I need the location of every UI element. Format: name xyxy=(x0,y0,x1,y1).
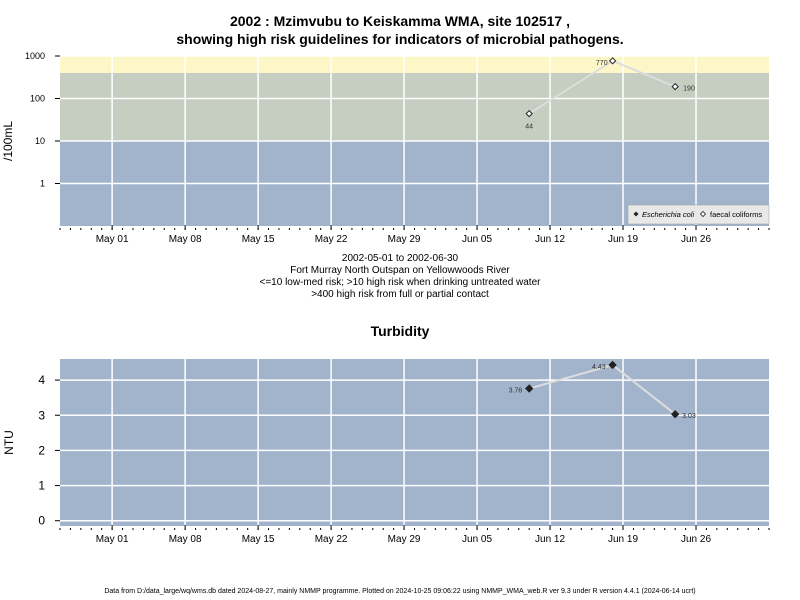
turbidity-x-tick-label: May 01 xyxy=(96,534,129,545)
turbidity-plot-background xyxy=(60,359,769,526)
turbidity-data-point xyxy=(524,384,534,393)
turbidity-title: Turbidity xyxy=(370,323,430,339)
turbidity-data-point xyxy=(608,360,617,370)
legend-marker-ecoli xyxy=(633,211,639,217)
microbial-data-label: 44 xyxy=(525,124,533,131)
turbidity-y-tick-label: 1 xyxy=(38,479,45,493)
footer-note: Data from D:/data_large/wq/wms.db dated … xyxy=(104,588,696,595)
microbial-x-tick-label: May 15 xyxy=(242,234,275,245)
microbial-data-label: 770 xyxy=(596,60,608,67)
turbidity-x-tick-label: Jun 12 xyxy=(535,534,565,545)
microbial-risk-band xyxy=(60,72,769,141)
turbidity-y-tick-label: 2 xyxy=(38,443,45,457)
microbial-data-point xyxy=(608,57,617,65)
microbial-x-tick-label: May 22 xyxy=(315,234,348,245)
turbidity-x-tick-label: Jun 26 xyxy=(681,534,711,545)
caption-guideline-contact: >400 high risk from full or partial cont… xyxy=(311,289,489,300)
chart-caption: 2002-05-01 to 2002-06-30 Fort Murray Nor… xyxy=(0,253,800,301)
microbial-y-tick-label: 100 xyxy=(30,94,45,104)
microbial-data-label: 190 xyxy=(683,86,695,93)
caption-site: Fort Murray North Outspan on Yellowwoods… xyxy=(290,265,510,276)
microbial-data-point xyxy=(671,82,679,91)
microbial-x-tick-label: Jun 19 xyxy=(608,234,638,245)
microbial-risk-band xyxy=(60,56,769,73)
turbidity-x-tick-label: May 08 xyxy=(169,534,202,545)
chart-title-line2: showing high risk guidelines for indicat… xyxy=(176,31,624,47)
turbidity-x-tick-label: Jun 05 xyxy=(462,534,492,545)
turbidity-y-tick-label: 4 xyxy=(38,373,45,387)
turbidity-x-tick-label: May 29 xyxy=(388,534,421,545)
turbidity-x-tick-label: May 22 xyxy=(315,534,348,545)
chart-title-line1: 2002 : Mzimvubu to Keiskamma WMA, site 1… xyxy=(229,13,570,29)
microbial-x-tick-label: May 01 xyxy=(96,234,129,245)
caption-guideline-drinking: <=10 low-med risk; >10 high risk when dr… xyxy=(259,277,541,288)
microbial-y-tick-label: 1000 xyxy=(25,51,45,61)
microbial-x-tick-label: May 29 xyxy=(388,234,421,245)
turbidity-y-axis-label: NTU xyxy=(2,430,16,455)
microbial-x-tick-label: Jun 05 xyxy=(462,234,492,245)
microbial-x-tick-label: Jun 12 xyxy=(535,234,565,245)
turbidity-data-label: 3.03 xyxy=(682,413,696,420)
turbidity-x-tick-label: Jun 19 xyxy=(608,534,638,545)
microbial-data-point xyxy=(525,109,533,118)
microbial-y-tick-label: 10 xyxy=(35,136,45,146)
legend-marker-faecal xyxy=(699,210,707,218)
microbial-x-tick-label: Jun 26 xyxy=(681,234,711,245)
microbial-x-tick-label: May 08 xyxy=(169,234,202,245)
caption-date-range: 2002-05-01 to 2002-06-30 xyxy=(341,253,459,264)
turbidity-data-label: 4.43 xyxy=(592,364,606,371)
turbidity-y-tick-label: 0 xyxy=(38,514,45,528)
turbidity-y-tick-label: 3 xyxy=(38,408,45,422)
turbidity-data-point xyxy=(670,409,680,419)
microbial-y-axis-label: /100mL xyxy=(1,121,15,161)
turbidity-x-tick-label: May 15 xyxy=(242,534,275,545)
legend-label-ecoli: Escherichia coli xyxy=(642,210,694,219)
legend-label-faecal: faecal coliforms xyxy=(710,210,762,219)
legend-box xyxy=(627,204,770,225)
turbidity-data-label: 3.76 xyxy=(509,388,523,395)
microbial-y-tick-label: 1 xyxy=(40,179,45,189)
